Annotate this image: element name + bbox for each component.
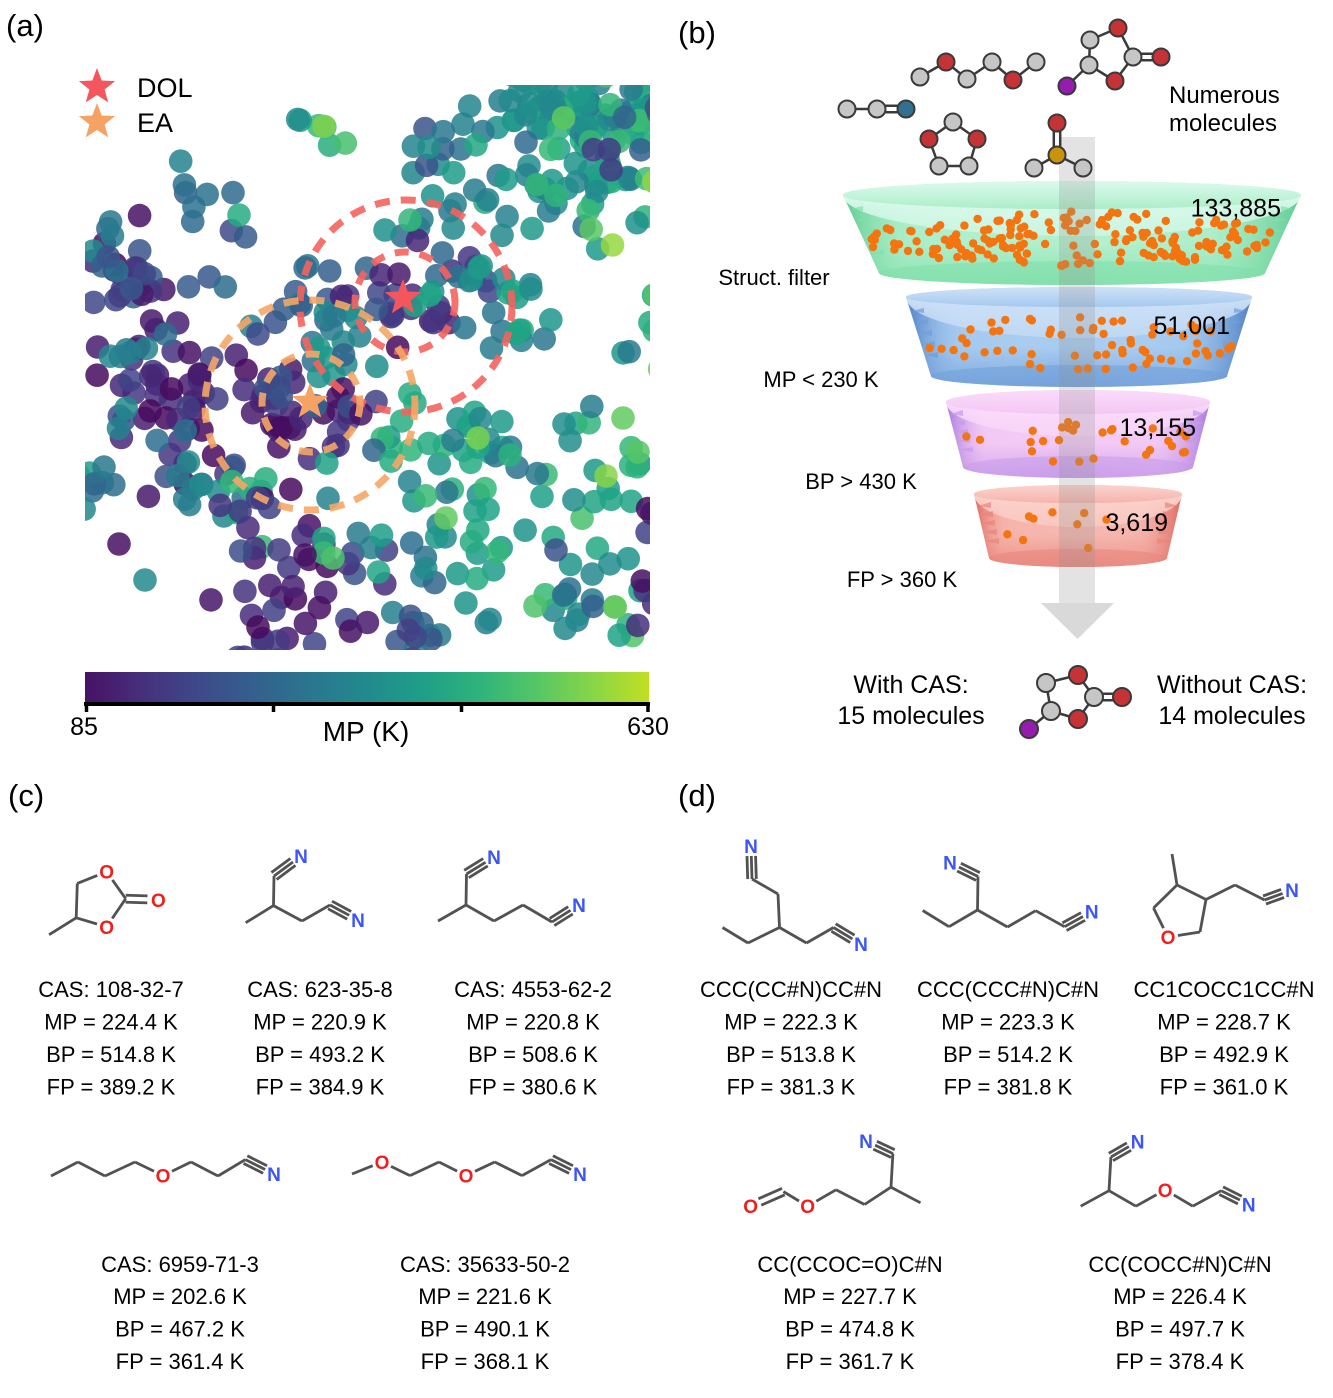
svg-text:Without CAS:: Without CAS: [1157,671,1307,699]
svg-text:630: 630 [627,713,669,741]
svg-text:BP = 514.8 K: BP = 514.8 K [46,1042,176,1067]
svg-text:14 molecules: 14 molecules [1158,702,1305,730]
svg-text:FP = 389.2 K: FP = 389.2 K [47,1075,176,1100]
svg-text:CAS: 6959-71-3: CAS: 6959-71-3 [101,1252,259,1277]
svg-text:FP = 380.6 K: FP = 380.6 K [469,1075,598,1100]
svg-text:N: N [294,847,308,868]
svg-text:O: O [459,1167,474,1188]
svg-text:O: O [375,1153,390,1174]
svg-text:CCC(CCC#N)C#N: CCC(CCC#N)C#N [917,977,1099,1002]
svg-text:EA: EA [137,108,173,138]
svg-text:CAS: 35633-50-2: CAS: 35633-50-2 [400,1252,570,1277]
svg-text:MP = 221.6 K: MP = 221.6 K [418,1284,552,1309]
svg-text:O: O [99,918,114,939]
svg-text:N: N [1131,1133,1145,1154]
svg-text:FP = 381.8 K: FP = 381.8 K [944,1075,1073,1100]
svg-text:133,885: 133,885 [1191,195,1281,223]
svg-text:CAS: 623-35-8: CAS: 623-35-8 [247,977,393,1002]
svg-text:15 molecules: 15 molecules [837,702,984,730]
svg-text:O: O [1158,1181,1173,1202]
svg-text:With CAS:: With CAS: [853,671,968,699]
svg-text:(a): (a) [6,8,44,43]
svg-text:O: O [99,863,114,884]
svg-text:FP = 378.4 K: FP = 378.4 K [1116,1349,1245,1374]
svg-text:MP = 224.4 K: MP = 224.4 K [44,1010,178,1035]
svg-text:FP = 368.1 K: FP = 368.1 K [421,1349,550,1374]
svg-text:O: O [800,1197,815,1218]
svg-text:MP = 222.3 K: MP = 222.3 K [724,1010,858,1035]
svg-text:N: N [1285,881,1299,902]
svg-text:BP = 474.8 K: BP = 474.8 K [785,1317,915,1342]
svg-text:Struct. filter: Struct. filter [718,265,829,290]
svg-text:O: O [151,891,166,912]
svg-text:DOL: DOL [137,73,193,103]
svg-text:CAS: 108-32-7: CAS: 108-32-7 [38,977,184,1002]
svg-text:FP = 361.4 K: FP = 361.4 K [116,1349,245,1374]
svg-text:MP = 220.8 K: MP = 220.8 K [466,1010,600,1035]
svg-text:3,619: 3,619 [1105,509,1168,537]
svg-text:O: O [1161,928,1176,949]
svg-text:MP < 230 K: MP < 230 K [763,367,878,392]
svg-text:MP = 228.7 K: MP = 228.7 K [1157,1010,1291,1035]
svg-text:(c): (c) [8,778,44,813]
svg-text:N: N [487,848,501,869]
svg-text:(d): (d) [678,778,716,813]
svg-text:51,001: 51,001 [1154,312,1230,340]
svg-text:BP = 467.2 K: BP = 467.2 K [115,1317,245,1342]
svg-text:BP = 514.2 K: BP = 514.2 K [943,1042,1073,1067]
svg-text:BP = 493.2 K: BP = 493.2 K [255,1042,385,1067]
svg-text:MP (K): MP (K) [323,716,410,747]
svg-text:MP = 202.6 K: MP = 202.6 K [113,1284,247,1309]
svg-text:FP = 361.0 K: FP = 361.0 K [1160,1075,1289,1100]
svg-text:CAS: 4553-62-2: CAS: 4553-62-2 [454,977,612,1002]
svg-text:BP = 513.8 K: BP = 513.8 K [726,1042,856,1067]
svg-text:FP = 381.3 K: FP = 381.3 K [727,1075,856,1100]
svg-text:BP > 430 K: BP > 430 K [805,469,917,494]
svg-text:85: 85 [70,713,98,741]
svg-text:(b): (b) [678,15,716,50]
svg-text:O: O [743,1197,758,1218]
svg-text:MP = 226.4 K: MP = 226.4 K [1113,1284,1247,1309]
svg-text:BP = 497.7 K: BP = 497.7 K [1115,1317,1245,1342]
svg-text:CCC(CC#N)CC#N: CCC(CC#N)CC#N [700,977,882,1002]
svg-text:CC(COCC#N)C#N: CC(COCC#N)C#N [1088,1252,1271,1277]
svg-text:molecules: molecules [1169,110,1277,137]
svg-text:N: N [267,1165,281,1186]
svg-text:BP = 492.9 K: BP = 492.9 K [1159,1042,1289,1067]
svg-text:N: N [854,935,868,956]
svg-text:N: N [1085,903,1099,924]
svg-text:N: N [943,854,957,875]
svg-text:FP > 360 K: FP > 360 K [847,567,958,592]
svg-text:BP = 508.6 K: BP = 508.6 K [468,1042,598,1067]
svg-text:N: N [1242,1196,1256,1217]
svg-text:FP = 361.7 K: FP = 361.7 K [786,1349,915,1374]
svg-text:N: N [573,1165,587,1186]
svg-text:N: N [572,896,586,917]
svg-text:FP = 384.9 K: FP = 384.9 K [256,1075,385,1100]
svg-text:CC1COCC1CC#N: CC1COCC1CC#N [1134,977,1315,1002]
svg-text:MP = 223.3 K: MP = 223.3 K [941,1010,1075,1035]
svg-text:N: N [744,837,758,858]
svg-text:MP = 227.7 K: MP = 227.7 K [783,1284,917,1309]
svg-text:Numerous: Numerous [1169,82,1280,109]
svg-text:13,155: 13,155 [1120,414,1196,442]
svg-text:BP = 490.1 K: BP = 490.1 K [420,1317,550,1342]
svg-text:O: O [156,1167,171,1188]
svg-text:CC(CCOC=O)C#N: CC(CCOC=O)C#N [757,1252,942,1277]
svg-text:N: N [859,1132,873,1153]
svg-text:MP = 220.9 K: MP = 220.9 K [253,1010,387,1035]
svg-text:N: N [351,911,365,932]
